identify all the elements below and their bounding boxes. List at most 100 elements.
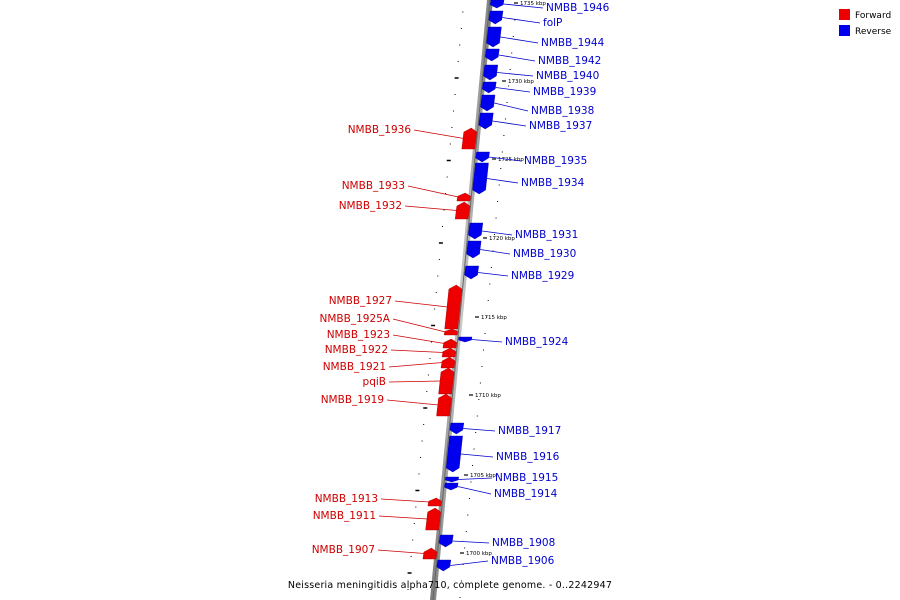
map-caption: Neisseria meningitidis alpha710, complet… xyxy=(288,580,612,591)
legend: Forward Reverse xyxy=(839,9,892,37)
gene-label-nmbb-1930[interactable]: NMBB_1930 xyxy=(513,248,576,260)
gene-arrow-pqib[interactable] xyxy=(438,367,455,395)
gene-arrow-nmbb-1934[interactable] xyxy=(472,162,489,195)
gene-arrow-nmbb-1937[interactable] xyxy=(478,112,494,130)
label-leader xyxy=(452,540,490,544)
gene-arrow-nmbb-1908[interactable] xyxy=(438,534,454,548)
gene-label-nmbb-1929[interactable]: NMBB_1929 xyxy=(511,270,574,282)
label-leader xyxy=(500,36,539,44)
gene-arrow-nmbb-1913[interactable] xyxy=(427,497,442,507)
gene-arrow-nmbb-1911[interactable] xyxy=(425,507,441,531)
gene-arrow-nmbb-1924[interactable] xyxy=(458,336,473,343)
gene-arrow-nmbb-1907[interactable] xyxy=(422,547,438,560)
gene-label-nmbb-1939[interactable]: NMBB_1939 xyxy=(533,86,596,98)
gene-label-nmbb-1940[interactable]: NMBB_1940 xyxy=(536,70,599,82)
genome-backbone-edge xyxy=(432,0,491,600)
gene-label-pqib[interactable]: pqiB xyxy=(363,376,386,388)
label-leader xyxy=(478,272,509,277)
gene-label-nmbb-1934[interactable]: NMBB_1934 xyxy=(521,177,585,189)
axis-ticks xyxy=(407,11,516,598)
gene-arrow-nmbb-1944[interactable] xyxy=(486,26,502,48)
label-leader xyxy=(388,380,441,383)
legend-forward-label: Forward xyxy=(855,11,891,21)
label-leader xyxy=(392,334,445,344)
kbp-tick-label: 1710 kbp xyxy=(475,393,501,399)
legend-reverse-label: Reverse xyxy=(855,27,892,37)
label-leader xyxy=(380,498,430,503)
label-leader xyxy=(498,54,536,62)
label-leader xyxy=(471,339,503,343)
gene-label-nmbb-1919[interactable]: NMBB_1919 xyxy=(321,394,384,406)
gene-arrow-nmbb-1938[interactable] xyxy=(480,94,496,112)
gene-arrow-nmbb-1940[interactable] xyxy=(483,64,499,81)
gene-arrow-nmbb-1915[interactable] xyxy=(444,476,459,483)
gene-label-nmbb-1942[interactable]: NMBB_1942 xyxy=(538,55,601,67)
gene-arrow-nmbb-1936[interactable] xyxy=(461,127,478,150)
gene-arrow-nmbb-1935[interactable] xyxy=(475,151,490,163)
gene-label-nmbb-1911[interactable]: NMBB_1911 xyxy=(313,510,376,522)
gene-arrow-nmbb-1930[interactable] xyxy=(466,240,482,259)
gene-label-nmbb-1913[interactable]: NMBB_1913 xyxy=(315,493,378,505)
label-leader xyxy=(457,486,492,495)
gene-label-nmbb-1927[interactable]: NMBB_1927 xyxy=(329,295,392,307)
label-leader xyxy=(463,428,496,432)
gene-label-nmbb-1917[interactable]: NMBB_1917 xyxy=(498,425,561,437)
gene-label-nmbb-1922[interactable]: NMBB_1922 xyxy=(325,344,388,356)
gene-arrow-nmbb-1946[interactable] xyxy=(489,0,505,9)
gene-arrow-nmbb-1942[interactable] xyxy=(484,48,500,62)
label-leader xyxy=(458,477,493,480)
label-leader xyxy=(377,549,425,554)
label-leader xyxy=(482,230,513,236)
gene-label-nmbb-1935[interactable]: NMBB_1935 xyxy=(524,155,587,167)
gene-label-nmbb-1924[interactable]: NMBB_1924 xyxy=(505,336,569,348)
gene-label-nmbb-1937[interactable]: NMBB_1937 xyxy=(529,120,592,132)
gene-label-nmbb-1921[interactable]: NMBB_1921 xyxy=(323,361,386,373)
label-leader xyxy=(390,349,444,353)
gene-arrow-nmbb-1927[interactable] xyxy=(444,284,463,330)
gene-label-nmbb-1923[interactable]: NMBB_1923 xyxy=(327,329,390,341)
gene-label-nmbb-1907[interactable]: NMBB_1907 xyxy=(312,544,375,556)
gene-arrow-nmbb-1939[interactable] xyxy=(481,81,497,94)
gene-label-folp[interactable]: folP xyxy=(543,17,562,29)
gene-arrow-nmbb-1929[interactable] xyxy=(464,265,479,280)
gene-label-nmbb-1936[interactable]: NMBB_1936 xyxy=(348,124,412,136)
gene-label-nmbb-1931[interactable]: NMBB_1931 xyxy=(515,229,578,241)
label-leader xyxy=(497,72,534,77)
gene-arrow-folp[interactable] xyxy=(488,10,504,25)
label-leader xyxy=(388,362,443,368)
gene-features xyxy=(422,0,505,572)
gene-label-nmbb-1938[interactable]: NMBB_1938 xyxy=(531,105,594,117)
gene-arrow-nmbb-1921[interactable] xyxy=(440,356,456,369)
gene-label-nmbb-1906[interactable]: NMBB_1906 xyxy=(491,555,555,567)
label-leader xyxy=(492,120,527,127)
gene-arrow-nmbb-1933[interactable] xyxy=(456,192,471,202)
gene-arrow-nmbb-1917[interactable] xyxy=(449,422,465,435)
gene-label-nmbb-1946[interactable]: NMBB_1946 xyxy=(546,2,610,14)
label-leader xyxy=(494,102,529,112)
gene-arrow-nmbb-1914[interactable] xyxy=(444,482,459,491)
gene-labels: NMBB_1946 folP NMBB_1944 NMBB_1942 NMBB_1940… xyxy=(312,2,610,567)
label-leader xyxy=(460,453,494,458)
gene-label-nmbb-1916[interactable]: NMBB_1916 xyxy=(496,451,560,463)
gene-arrow-nmbb-1923[interactable] xyxy=(442,338,458,349)
gene-arrow-nmbb-1925a[interactable] xyxy=(443,328,458,336)
gene-arrow-nmbb-1916[interactable] xyxy=(445,435,463,473)
label-leader xyxy=(392,318,446,333)
gene-arrow-nmbb-1931[interactable] xyxy=(468,222,484,240)
kbp-tick-label: 1700 kbp xyxy=(466,551,492,557)
gene-label-nmbb-1914[interactable]: NMBB_1914 xyxy=(494,488,558,500)
gene-label-nmbb-1944[interactable]: NMBB_1944 xyxy=(541,37,605,49)
gene-arrow-nmbb-1922[interactable] xyxy=(441,347,457,358)
gene-label-nmbb-1932[interactable]: NMBB_1932 xyxy=(339,200,402,212)
gene-label-nmbb-1915[interactable]: NMBB_1915 xyxy=(495,472,558,484)
label-leader xyxy=(404,205,458,211)
gene-arrow-nmbb-1932[interactable] xyxy=(454,201,471,220)
gene-arrow-nmbb-1919[interactable] xyxy=(436,393,452,417)
gene-label-nmbb-1933[interactable]: NMBB_1933 xyxy=(342,180,405,192)
gene-label-nmbb-1908[interactable]: NMBB_1908 xyxy=(492,537,555,549)
gene-arrow-nmbb-1906[interactable] xyxy=(436,559,452,572)
gene-label-nmbb-1925a[interactable]: NMBB_1925A xyxy=(320,313,391,325)
label-leader xyxy=(450,560,489,566)
kbp-tick-label: 1715 kbp xyxy=(481,315,507,321)
